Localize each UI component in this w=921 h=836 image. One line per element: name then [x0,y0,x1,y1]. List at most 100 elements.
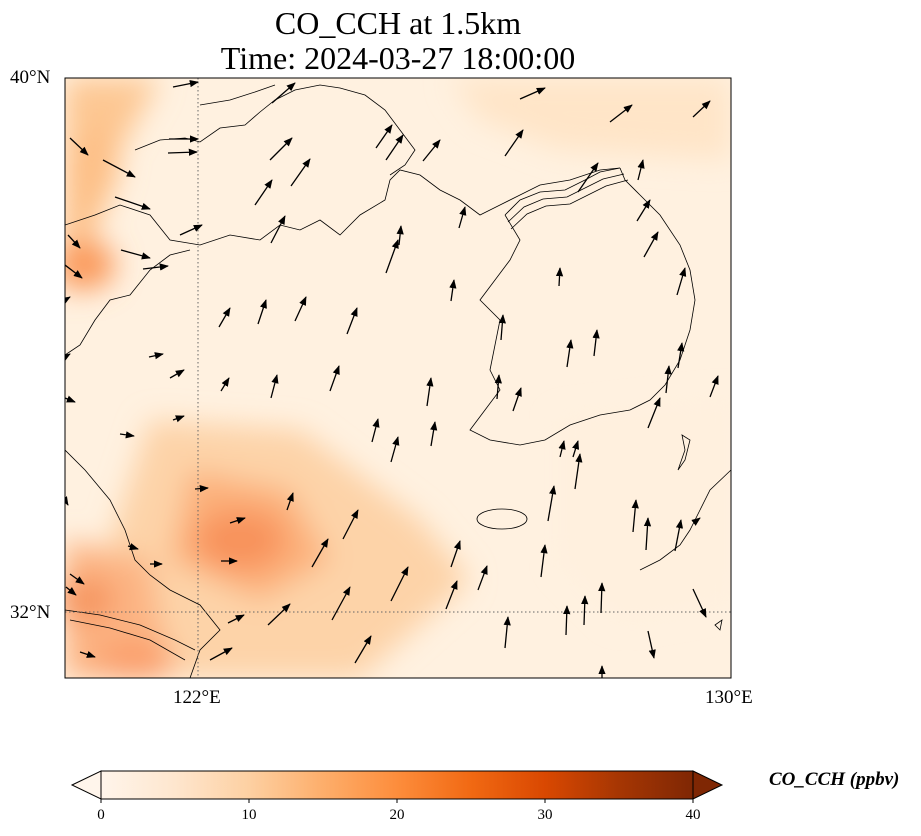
plot-frame [64,77,732,679]
gridlines [65,78,731,678]
co-field [65,78,731,678]
wind-arrow [636,199,651,222]
wind-arrow [65,395,76,403]
colorbar-label: CO_CCH (ppbv) [769,769,900,790]
coastlines [65,84,731,678]
wind-arrow [65,586,77,596]
wind-arrow [209,647,233,661]
wind-arrow [572,440,580,458]
wind-arrow [390,436,400,463]
wind-arrow [271,82,296,104]
lon-tick-130e: 130°E [705,687,753,708]
wind-arrow [458,206,467,229]
wind-arrow [674,519,684,552]
wind-arrow [430,421,438,447]
wind-arrow [390,566,409,602]
colorbar-tick-20: 20 [389,807,405,823]
wind-arrow [547,485,557,522]
wind-arrow [574,453,583,490]
wind-arrow [257,299,267,325]
wind-arrow [114,196,151,210]
wind-arrow [512,387,522,412]
wind-arrow [290,158,311,187]
wind-arrow [179,224,203,236]
wind-arrow [592,329,600,357]
wind-arrow [566,339,574,368]
colorbar-tick-40: 40 [685,807,701,823]
wind-arrow [269,137,293,161]
wind-arrow [637,159,645,181]
wind-arrow [449,279,457,302]
wind-arrow [385,239,399,274]
lat-tick-40n: 40°N [10,67,51,88]
wind-arrow [286,492,294,511]
wind-arrow [558,440,566,458]
wind-arrow [267,603,291,626]
wind-arrow [691,517,701,526]
wind-arrow [67,234,81,249]
wind-arrow [65,296,71,305]
colorbar-tick-10: 10 [241,807,257,823]
wind-arrow [354,635,372,664]
wind-arrow [598,582,606,614]
map-title-line1: CO_CCH at 1.5km [274,5,522,41]
wind-arrow [220,377,230,392]
wind-arrow [396,225,404,246]
wind-arrow [498,314,506,341]
wind-arrow [227,614,245,624]
wind-arrow [371,418,380,443]
colorbar-tick-30: 30 [537,807,553,823]
wind-arrow [477,565,488,591]
wind-arrow [120,249,151,260]
wind-arrow [119,431,135,439]
wind-arrow [169,369,185,379]
wind-arrow [581,595,589,626]
wind-arrow [555,267,564,287]
wind-arrow [643,231,659,258]
wind-arrow [519,87,546,100]
wind-arrow [385,134,404,161]
wind-arrow [127,543,139,551]
wind-arrow [647,397,661,429]
wind-arrow [65,353,71,362]
wind-arrow [643,517,652,551]
wind-arrow [664,365,672,394]
wind-arrow [218,307,231,328]
map-title-line2: Time: 2024-03-27 18:00:00 [220,40,576,76]
wind-arrow [79,650,96,658]
wind-arrow [422,139,441,162]
wind-arrow [676,267,687,296]
wind-arrow [426,377,434,407]
wind-arrow [504,129,524,157]
wind-arrow [329,365,340,392]
wind-arrow [270,374,279,399]
wind-arrow [563,605,571,636]
wind-arrow [631,499,639,533]
wind-arrow [148,352,164,360]
wind-arrow [494,374,502,400]
wind-arrow [69,573,85,585]
lon-tick-122e: 122°E [173,687,221,708]
wind-arrow [331,586,351,621]
wind-arrow [709,375,719,398]
wind-arrow [254,179,273,206]
wind-arrow [577,162,599,193]
wind-arrow [445,580,458,610]
wind-arrow [346,307,358,335]
lat-tick-32n: 32°N [10,602,51,623]
wind-arrow [540,544,548,578]
wind-arrow [172,415,185,423]
wind-arrow [229,517,246,525]
wind-arrow [692,100,711,118]
wind-arrow [194,484,209,493]
wind-arrow [342,509,359,540]
wind-arrow [609,104,633,123]
wind-arrow [677,342,685,369]
wind-arrow [172,80,199,88]
wind-arrow [69,137,89,156]
colorbar-tick-0: 0 [97,807,105,823]
wind-arrow [167,148,198,156]
colorbar [70,770,724,803]
wind-arrow [294,296,307,322]
